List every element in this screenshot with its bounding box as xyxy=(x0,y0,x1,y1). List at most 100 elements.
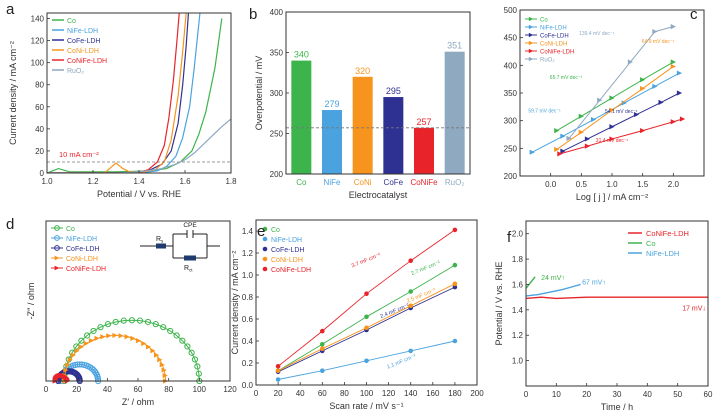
circuit-label-rct-sub: ct xyxy=(189,268,193,273)
f-y-tick-label: 2.0 xyxy=(512,230,524,239)
legend-marker-NiFe xyxy=(54,235,60,241)
f-y-tick-label: 1.8 xyxy=(512,255,524,264)
f-x-tick-label: 0 xyxy=(524,390,529,399)
data-point-Co xyxy=(194,363,201,370)
data-point-Co xyxy=(173,332,180,339)
data-point-NiFe xyxy=(529,149,535,155)
data-point-CoNi xyxy=(154,352,160,358)
legend-label: RuO₂ xyxy=(540,58,555,64)
fit-line-CoNiFe xyxy=(277,229,456,367)
data-point-CoNi xyxy=(63,367,69,373)
data-point-Co xyxy=(84,332,91,339)
data-point-Co xyxy=(578,113,584,119)
data-point-NiFe xyxy=(76,361,83,368)
f-plot-frame xyxy=(525,220,709,387)
b-y-tick-label: 300 xyxy=(270,89,284,98)
legend-label: CoFe-LDH xyxy=(271,247,304,254)
data-point-CoNi xyxy=(408,303,414,309)
data-point-CoNi xyxy=(112,332,118,338)
capacitance-annotation: 3.7 mF cm⁻² xyxy=(351,252,382,269)
data-point-CoNi xyxy=(141,340,147,347)
data-point-Co xyxy=(191,356,199,363)
data-point-NiFe xyxy=(275,377,281,382)
a-x-tick-label: 1.4 xyxy=(133,177,145,186)
c-x-tick-label: 1.5 xyxy=(637,180,649,189)
data-point-Co xyxy=(670,59,676,65)
legend-marker-Co xyxy=(262,226,268,232)
data-point-CoNi xyxy=(320,346,325,352)
data-point-Co xyxy=(408,289,414,294)
panel-label: f xyxy=(507,229,512,246)
legend-label: CoNiFe-LDH xyxy=(67,58,107,65)
legend-label: CoNiFe-LDH xyxy=(66,266,106,273)
bar-category-label: RuO₂ xyxy=(445,178,465,187)
d-x-tick-label: 60 xyxy=(134,385,143,394)
data-point-CoNiFe xyxy=(275,364,281,369)
e-x-tick-label: 200 xyxy=(470,389,484,398)
legend-label: NiFe-LDH xyxy=(66,236,97,243)
circuit-label-rs-sub: s xyxy=(161,239,164,244)
x-axis-label: Log [ j ] / mA cm⁻² xyxy=(576,192,648,202)
d-x-tick-label: 80 xyxy=(164,385,173,394)
x-axis-label: Potential / V vs. RHE xyxy=(97,189,181,199)
data-point-CoNi xyxy=(554,146,560,153)
legend-label: CoNi-LDH xyxy=(271,257,303,264)
a-x-tick-label: 1.2 xyxy=(87,177,99,186)
legend-marker-CoNiFe xyxy=(528,48,534,54)
data-point-CoNiFe xyxy=(640,128,646,134)
e-x-tick-label: 160 xyxy=(426,389,440,398)
data-point-CoNi xyxy=(670,63,676,70)
data-point-CoNi xyxy=(640,85,646,92)
legend-label: Co xyxy=(646,239,656,248)
b-y-tick-label: 250 xyxy=(270,130,284,139)
data-point-CoNiFe xyxy=(557,151,563,157)
slope-annotation: 54.1 mV dec⁻¹ xyxy=(605,109,638,115)
a-y-tick-label: 80 xyxy=(35,81,44,90)
data-point-CoNi xyxy=(157,357,163,363)
panel-c-tafel-plot: 139.4 mV dec⁻¹ 64.9 mV dec⁻¹ 65.7 mV dec⁻¹… xyxy=(504,6,705,202)
data-point-NiFe xyxy=(452,338,458,344)
d-plot-frame xyxy=(45,220,231,382)
bar-NiFe xyxy=(322,110,342,174)
data-point-NiFe xyxy=(74,361,81,368)
series-line-Co xyxy=(525,276,536,289)
data-point-Co xyxy=(188,349,195,356)
x-axis-label: Time / h xyxy=(601,402,633,412)
data-point-CoNi xyxy=(162,372,168,379)
e-x-tick-label: 100 xyxy=(360,389,374,398)
data-point-CoNi xyxy=(78,344,85,350)
data-point-Co xyxy=(112,318,119,326)
panel-b-overpotential-bars: 340 Co 279 NiFe 320 CoNi 295 CoFe 257 CoNiFe 351 Ru… xyxy=(249,6,471,200)
data-point-Co xyxy=(90,327,97,335)
panel-f-stability-test: 24 mV↑ 67 mV↑ 17 mV↓ 0 10 20 30 40 50 60 1.0 1.2 1.4… xyxy=(494,220,713,412)
e-y-tick-label: 1.2 xyxy=(242,249,254,258)
panel-e-double-layer-capacitance: 3.7 mF cm⁻² 2.7 mF cm⁻²2.5 mF cm⁻²2.4 mF … xyxy=(230,219,484,411)
legend-label: CoNi-LDH xyxy=(66,256,98,263)
legend-marker-Co xyxy=(528,16,534,22)
data-point-CoNiFe xyxy=(679,116,686,122)
legend-marker-Co xyxy=(54,225,60,231)
data-point-NiFe xyxy=(320,368,325,374)
data-point-CoNi xyxy=(70,352,76,358)
legend-label: Co xyxy=(271,227,280,234)
legend-marker-CoNi xyxy=(54,255,60,261)
data-point-CoNi xyxy=(130,335,136,341)
fit-line-CoNiFe xyxy=(559,118,683,155)
legend-label: NiFe-LDH xyxy=(646,249,679,258)
e-y-tick-label: 1.0 xyxy=(242,271,254,280)
data-point-CoNi xyxy=(150,348,156,354)
data-point-CoNiFe xyxy=(670,119,676,125)
data-point-CoNiFe xyxy=(364,291,369,297)
circuit-label-rct: R xyxy=(184,265,189,272)
data-point-CoNi xyxy=(161,367,167,373)
c-y-tick-label: 250 xyxy=(504,144,518,153)
a-y-tick-label: 100 xyxy=(31,59,45,68)
bar-CoNiFe xyxy=(414,127,434,174)
bar-category-label: CoNi xyxy=(354,178,372,187)
f-x-tick-label: 50 xyxy=(673,390,682,399)
legend-marker-CoNiFe xyxy=(262,266,268,272)
panel-label: c xyxy=(690,6,698,23)
bar-Co xyxy=(291,60,312,174)
data-point-CoFe xyxy=(676,90,683,96)
y-axis-label: Potential / V vs. RHE xyxy=(494,261,504,345)
